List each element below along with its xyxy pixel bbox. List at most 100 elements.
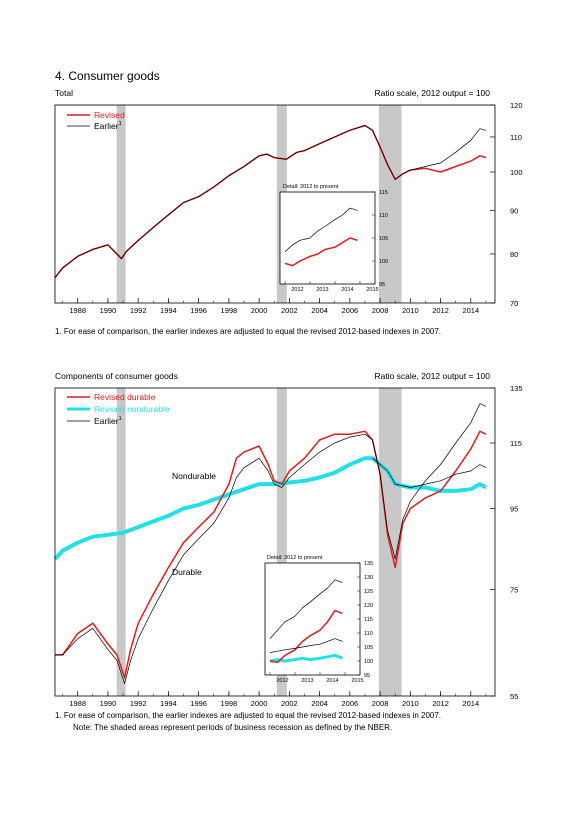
components-inset-frame bbox=[264, 562, 361, 676]
x-tick-label-2002: 2002 bbox=[281, 306, 298, 315]
x-tick-label-1998: 1998 bbox=[221, 699, 238, 708]
total-detail-inset: Detail: 2012 to present 2012 2013 2014 2015… bbox=[279, 184, 388, 293]
inset-series-line-revised-0 bbox=[284, 237, 358, 267]
x-tick-label-2010: 2010 bbox=[402, 699, 419, 708]
y-tick-label-110: 110 bbox=[510, 133, 522, 142]
x-tick-label-2012: 2012 bbox=[432, 699, 449, 708]
total-chart: Total Ratio scale, 2012 output = 100 198… bbox=[54, 88, 523, 315]
x-tick-label-2006: 2006 bbox=[342, 699, 359, 708]
inset-x-tick-label-2015: 2015 bbox=[351, 678, 363, 684]
inset-x-tick-label-2013: 2013 bbox=[301, 678, 313, 684]
total-legend: Revised Earlier1 bbox=[67, 110, 125, 131]
x-tick-label-2000: 2000 bbox=[251, 699, 268, 708]
x-tick-label-1994: 1994 bbox=[160, 699, 177, 708]
inset-series-line-earlier-1 bbox=[284, 207, 358, 253]
legend-label-revised-nondurable: Revised nondurable bbox=[94, 404, 170, 414]
inset-y-tick-label-125: 125 bbox=[364, 589, 373, 595]
series-line-earlier-1 bbox=[54, 125, 486, 278]
inset-y-tick-label-110: 110 bbox=[379, 213, 388, 219]
legend-label-revised: Revised bbox=[94, 110, 125, 120]
components-legend: Revised durable Revised nondurable Earli… bbox=[67, 392, 170, 426]
y-tick-label-90: 90 bbox=[510, 207, 518, 216]
legend-label-earlier: Earlier1 bbox=[94, 121, 122, 131]
inset-series-line-revised-durable-0 bbox=[269, 609, 343, 664]
x-tick-label-2010: 2010 bbox=[402, 306, 419, 315]
y-tick-label-120: 120 bbox=[510, 101, 523, 110]
inset-x-tick-label-2014: 2014 bbox=[341, 287, 353, 293]
recession-band-1 bbox=[116, 105, 126, 303]
x-tick-label-2004: 2004 bbox=[311, 306, 328, 315]
inset-y-tick-label-95: 95 bbox=[364, 673, 370, 679]
x-tick-label-2014: 2014 bbox=[462, 699, 479, 708]
page-title: 4. Consumer goods bbox=[55, 69, 160, 83]
inset-y-tick-label-100: 100 bbox=[364, 659, 373, 665]
inset-y-tick-label-95: 95 bbox=[379, 282, 385, 288]
legend-label-earlier-components: Earlier1 bbox=[94, 416, 122, 426]
inset-series-line-revised-nondurable-1 bbox=[269, 653, 344, 663]
total-inset-frame bbox=[279, 191, 376, 285]
series-line-earlier-3 bbox=[372, 457, 487, 488]
x-tick-label-1994: 1994 bbox=[160, 306, 177, 315]
inset-y-tick-label-115: 115 bbox=[379, 190, 388, 196]
total-panel-label: Total bbox=[55, 88, 73, 98]
inset-background bbox=[265, 563, 360, 675]
x-tick-label-1996: 1996 bbox=[190, 699, 207, 708]
inset-y-tick-label-115: 115 bbox=[364, 617, 373, 623]
inset-series-line-earlier-2 bbox=[269, 579, 343, 639]
inset-y-tick-label-135: 135 bbox=[364, 561, 373, 567]
y-tick-label-100: 100 bbox=[510, 168, 523, 177]
x-tick-label-1990: 1990 bbox=[100, 699, 117, 708]
series-line-revised-durable-0 bbox=[55, 430, 487, 679]
inset-y-tick-label-105: 105 bbox=[379, 236, 388, 242]
legend-label-revised-durable: Revised durable bbox=[94, 392, 156, 402]
y-tick-label-80: 80 bbox=[510, 250, 518, 259]
x-tick-label-1992: 1992 bbox=[130, 699, 147, 708]
x-tick-label-2008: 2008 bbox=[372, 699, 389, 708]
annotation-durable: Durable bbox=[172, 567, 202, 577]
inset-y-tick-label-100: 100 bbox=[379, 259, 388, 265]
inset-x-tick-label-2012: 2012 bbox=[276, 678, 288, 684]
inset-y-tick-label-120: 120 bbox=[364, 603, 373, 609]
x-tick-label-1998: 1998 bbox=[221, 306, 238, 315]
inset-series-line-earlier-3 bbox=[269, 638, 343, 653]
recession-band-2 bbox=[276, 388, 287, 696]
x-tick-label-2008: 2008 bbox=[372, 306, 389, 315]
components-chart: Components of consumer goods Ratio scale… bbox=[53, 371, 523, 708]
y-tick-label-115: 115 bbox=[510, 439, 522, 448]
components-footnote: 1. For ease of comparison, the earlier i… bbox=[55, 711, 441, 720]
x-tick-label-2006: 2006 bbox=[342, 306, 359, 315]
x-tick-label-1996: 1996 bbox=[190, 306, 207, 315]
x-tick-label-1988: 1988 bbox=[69, 699, 86, 708]
recession-note: Note: The shaded areas represent periods… bbox=[73, 723, 392, 732]
inset-x-tick-label-2012: 2012 bbox=[291, 287, 303, 293]
components-scale-note: Ratio scale, 2012 output = 100 bbox=[374, 371, 490, 381]
components-detail-inset: Detail: 2012 to present 2012 2013 2014 2015… bbox=[264, 555, 373, 684]
x-tick-label-2012: 2012 bbox=[432, 306, 449, 315]
y-tick-label-75: 75 bbox=[510, 586, 518, 595]
y-tick-label-70: 70 bbox=[510, 299, 518, 308]
y-tick-label-55: 55 bbox=[510, 692, 518, 701]
total-scale-note: Ratio scale, 2012 output = 100 bbox=[374, 88, 490, 98]
x-tick-label-2000: 2000 bbox=[251, 306, 268, 315]
series-line-earlier-2 bbox=[55, 403, 487, 685]
inset-y-tick-label-105: 105 bbox=[364, 645, 373, 651]
total-footnote: 1. For ease of comparison, the earlier i… bbox=[55, 327, 441, 336]
x-tick-label-2014: 2014 bbox=[462, 306, 479, 315]
components-inset-title: Detail: 2012 to present bbox=[267, 555, 323, 561]
inset-background bbox=[280, 192, 375, 284]
inset-y-tick-label-130: 130 bbox=[364, 575, 373, 581]
recession-band-3 bbox=[378, 388, 402, 696]
inset-y-tick-label-110: 110 bbox=[364, 631, 373, 637]
x-tick-label-1990: 1990 bbox=[100, 306, 117, 315]
x-tick-label-1992: 1992 bbox=[130, 306, 147, 315]
inset-x-tick-label-2014: 2014 bbox=[326, 678, 338, 684]
x-tick-label-2004: 2004 bbox=[311, 699, 328, 708]
x-tick-label-2002: 2002 bbox=[281, 699, 298, 708]
recession-band-3 bbox=[378, 105, 402, 303]
total-plot-frame bbox=[54, 104, 496, 304]
y-tick-label-95: 95 bbox=[510, 505, 518, 514]
total-inset-title: Detail: 2012 to present bbox=[283, 184, 339, 190]
components-panel-label: Components of consumer goods bbox=[55, 371, 178, 381]
inset-x-tick-label-2013: 2013 bbox=[316, 287, 328, 293]
